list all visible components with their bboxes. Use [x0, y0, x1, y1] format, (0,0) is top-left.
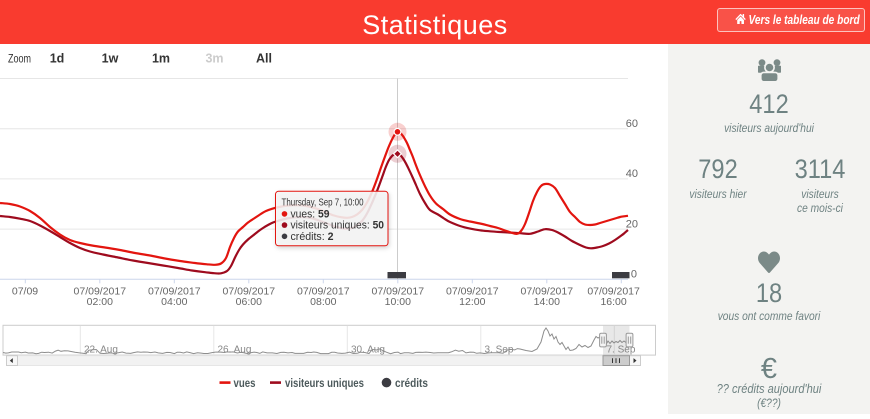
svg-text:Zoom: Zoom	[8, 52, 31, 66]
svg-text:07/09/2017: 07/09/2017	[74, 286, 127, 298]
svg-text:30. Aug: 30. Aug	[351, 344, 385, 355]
svg-text:14:00: 14:00	[534, 296, 560, 308]
svg-text:07/09/2017: 07/09/2017	[223, 286, 276, 298]
svg-text:vues: 59: vues: 59	[291, 209, 330, 221]
svg-text:visiteurs uniques: visiteurs uniques	[285, 376, 364, 390]
svg-text:16:00: 16:00	[600, 296, 626, 308]
svg-text:vues: vues	[234, 376, 256, 390]
svg-text:60: 60	[626, 118, 638, 130]
svg-text:26. Aug: 26. Aug	[218, 344, 252, 355]
svg-text:1w: 1w	[102, 52, 119, 66]
svg-text:3. Sep: 3. Sep	[485, 344, 514, 355]
svg-text:07/09/2017: 07/09/2017	[587, 286, 640, 298]
svg-text:All: All	[256, 52, 272, 66]
svg-text:40: 40	[626, 168, 638, 180]
svg-text:Thursday, Sep 7, 10:00: Thursday, Sep 7, 10:00	[282, 197, 364, 208]
svg-text:04:00: 04:00	[161, 296, 187, 308]
svg-text:07/09/2017: 07/09/2017	[521, 286, 574, 298]
svg-text:07/09/2017: 07/09/2017	[148, 286, 201, 298]
svg-text:7. Sep: 7. Sep	[607, 344, 636, 355]
svg-text:0: 0	[631, 269, 637, 281]
svg-text:08:00: 08:00	[310, 296, 336, 308]
svg-text:20: 20	[626, 218, 638, 230]
svg-text:crédits: 2: crédits: 2	[291, 231, 334, 243]
svg-text:07/09/2017: 07/09/2017	[297, 286, 350, 298]
svg-text:22. Aug: 22. Aug	[84, 344, 118, 355]
svg-text:crédits: crédits	[395, 376, 428, 390]
svg-text:06:00: 06:00	[236, 296, 262, 308]
svg-text:10:00: 10:00	[385, 296, 411, 308]
svg-text:07/09/2017: 07/09/2017	[372, 286, 425, 298]
svg-text:12:00: 12:00	[459, 296, 485, 308]
svg-text:02:00: 02:00	[87, 296, 113, 308]
svg-text:07/09/2017: 07/09/2017	[446, 286, 499, 298]
svg-text:3m: 3m	[205, 52, 223, 66]
svg-text:07/09: 07/09	[12, 286, 38, 298]
svg-text:1d: 1d	[50, 52, 65, 66]
svg-text:visiteurs uniques: 50: visiteurs uniques: 50	[291, 220, 385, 232]
svg-text:1m: 1m	[152, 52, 170, 66]
